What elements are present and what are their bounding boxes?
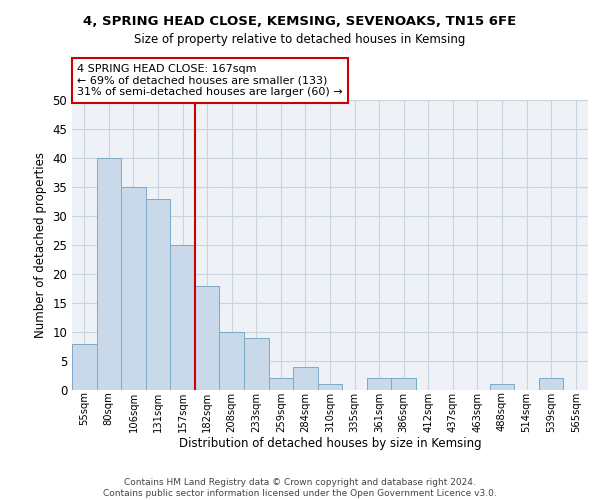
Bar — [490, 384, 514, 390]
Bar — [72, 344, 97, 390]
Bar — [269, 378, 293, 390]
Text: Size of property relative to detached houses in Kemsing: Size of property relative to detached ho… — [134, 32, 466, 46]
Bar — [97, 158, 121, 390]
Bar — [121, 187, 146, 390]
Y-axis label: Number of detached properties: Number of detached properties — [34, 152, 47, 338]
Bar — [367, 378, 391, 390]
Bar — [195, 286, 220, 390]
Bar — [146, 198, 170, 390]
Bar — [539, 378, 563, 390]
Bar — [318, 384, 342, 390]
Bar — [170, 245, 195, 390]
Text: Contains HM Land Registry data © Crown copyright and database right 2024.
Contai: Contains HM Land Registry data © Crown c… — [103, 478, 497, 498]
X-axis label: Distribution of detached houses by size in Kemsing: Distribution of detached houses by size … — [179, 438, 481, 450]
Text: 4, SPRING HEAD CLOSE, KEMSING, SEVENOAKS, TN15 6FE: 4, SPRING HEAD CLOSE, KEMSING, SEVENOAKS… — [83, 15, 517, 28]
Bar — [293, 367, 318, 390]
Text: 4 SPRING HEAD CLOSE: 167sqm
← 69% of detached houses are smaller (133)
31% of se: 4 SPRING HEAD CLOSE: 167sqm ← 69% of det… — [77, 64, 343, 97]
Bar — [244, 338, 269, 390]
Bar — [391, 378, 416, 390]
Bar — [220, 332, 244, 390]
